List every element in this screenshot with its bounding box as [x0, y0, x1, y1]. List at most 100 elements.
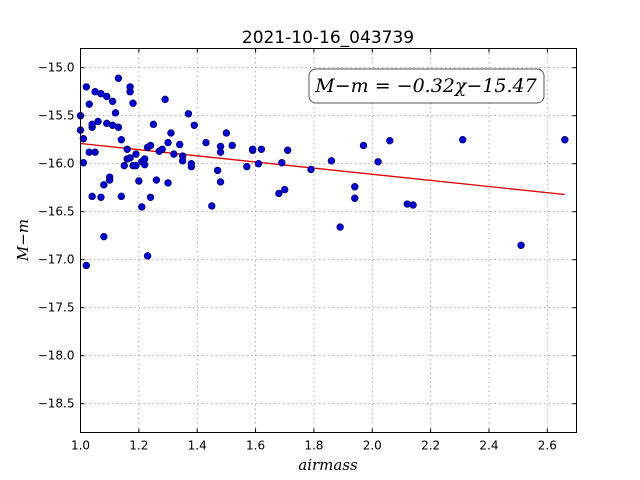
- y-tick-label: −15.5: [38, 109, 75, 123]
- fit-equation-box: M−m = −0.32χ−15.47: [308, 68, 545, 104]
- data-point: [517, 241, 525, 249]
- x-tick-labels: 1.0 1.2 1.4 1.6 1.8 2.0 2.2 2.4 2.6: [71, 439, 557, 453]
- data-point: [94, 117, 102, 126]
- data-point: [167, 129, 175, 137]
- fit-equation: M−m = −0.32χ−15.47: [314, 75, 537, 97]
- data-point: [190, 121, 198, 129]
- data-point: [123, 145, 131, 153]
- x-tick-label: 1.4: [188, 439, 207, 453]
- data-point: [103, 92, 111, 101]
- y-tick-label: −17.0: [38, 253, 75, 267]
- data-point: [108, 97, 117, 105]
- data-point: [170, 150, 178, 158]
- data-point: [243, 162, 251, 171]
- data-point: [248, 145, 257, 153]
- x-tick-label: 1.0: [71, 439, 90, 453]
- fit-line-layer: [80, 142, 565, 196]
- data-points: [76, 74, 569, 270]
- data-point: [351, 194, 359, 202]
- data-point: [178, 157, 187, 165]
- data-point: [164, 179, 172, 187]
- data-point: [126, 154, 134, 162]
- data-point: [117, 135, 126, 144]
- data-point: [409, 201, 417, 209]
- data-point: [254, 159, 263, 168]
- data-point: [105, 176, 114, 184]
- data-point: [85, 100, 93, 108]
- y-tick-label: −18.5: [38, 397, 75, 411]
- data-point: [386, 136, 394, 145]
- data-point: [79, 159, 88, 167]
- chart-title: 2021-10-16_043739: [242, 28, 414, 48]
- data-point: [126, 87, 134, 96]
- data-point: [257, 145, 266, 153]
- x-tick-label: 2.0: [363, 439, 382, 453]
- data-point: [143, 252, 152, 260]
- data-point: [132, 161, 140, 170]
- data-point: [216, 148, 225, 156]
- x-tick-label: 2.2: [421, 439, 440, 453]
- x-tick-label: 2.4: [479, 439, 498, 453]
- data-point: [146, 193, 155, 201]
- data-point: [138, 203, 146, 211]
- data-point: [149, 120, 158, 129]
- data-point: [79, 135, 88, 143]
- data-point: [82, 261, 91, 270]
- fit-line: [80, 142, 565, 196]
- data-point: [374, 158, 382, 166]
- data-point: [164, 138, 172, 147]
- data-point: [359, 141, 368, 150]
- data-point: [184, 110, 193, 118]
- y-tick-label: −16.0: [38, 157, 75, 171]
- data-point: [228, 141, 236, 150]
- data-point: [120, 161, 128, 170]
- data-point: [140, 160, 149, 169]
- x-tick-label: 1.2: [129, 439, 148, 453]
- data-point: [351, 183, 359, 191]
- data-point: [114, 74, 123, 82]
- y-tick-label: −16.5: [38, 205, 75, 219]
- y-tick-label: −17.5: [38, 301, 75, 315]
- data-point: [459, 135, 467, 144]
- data-point: [187, 159, 196, 168]
- data-point: [278, 159, 286, 167]
- x-axis-label: airmass: [298, 456, 358, 474]
- data-point: [114, 123, 123, 131]
- data-point: [117, 192, 126, 201]
- data-point: [100, 181, 108, 189]
- y-tick-label: −18.0: [38, 349, 75, 363]
- y-tick-labels: −15.0 −15.5 −16.0 −16.5 −17.0 −17.5 −18.0 −18.5: [38, 61, 75, 411]
- plot-frame: [80, 48, 577, 433]
- data-point: [97, 193, 105, 201]
- data-point: [146, 141, 155, 150]
- data-point: [283, 146, 292, 154]
- data-point: [216, 178, 225, 186]
- data-point: [82, 83, 91, 91]
- data-point: [208, 202, 216, 210]
- data-point: [152, 176, 161, 184]
- data-point: [111, 109, 120, 117]
- data-point: [97, 89, 105, 98]
- data-point: [175, 140, 184, 149]
- y-tick-label: −15.0: [38, 61, 75, 75]
- x-tick-label: 1.6: [246, 439, 265, 453]
- data-point: [275, 189, 283, 198]
- data-point: [281, 185, 289, 194]
- data-point: [88, 192, 96, 201]
- data-point: [222, 129, 231, 137]
- data-point: [161, 95, 169, 104]
- data-point: [88, 120, 96, 129]
- fit-equation-frame: [308, 68, 545, 104]
- data-point: [202, 138, 210, 147]
- grid-lines: [80, 48, 577, 433]
- x-tick-label: 1.8: [304, 439, 323, 453]
- x-tick-label: 2.6: [538, 439, 557, 453]
- data-point: [129, 99, 137, 107]
- data-point: [327, 157, 336, 165]
- data-point: [561, 135, 569, 144]
- data-point: [307, 165, 315, 174]
- data-point: [213, 166, 222, 175]
- data-point: [135, 177, 143, 185]
- data-point: [91, 148, 99, 156]
- data-point: [132, 150, 140, 158]
